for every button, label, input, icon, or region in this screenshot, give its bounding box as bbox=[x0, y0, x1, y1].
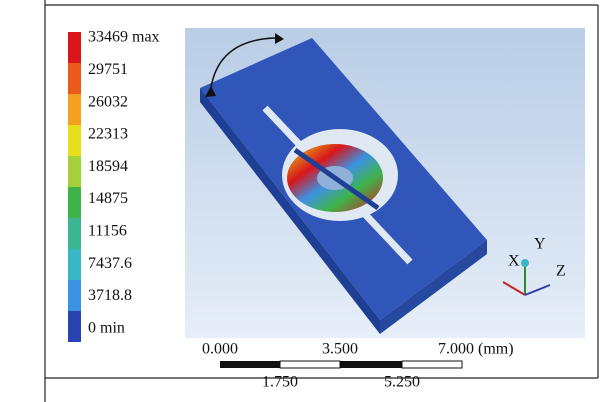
legend: 33469 max 29751 26032 22313 18594 14875 11156 7… bbox=[68, 29, 160, 342]
legend-band bbox=[68, 218, 81, 249]
legend-band bbox=[68, 63, 81, 94]
legend-band bbox=[68, 32, 81, 63]
legend-label: 26032 bbox=[88, 93, 128, 110]
legend-label: 18594 bbox=[88, 158, 128, 175]
legend-band bbox=[68, 280, 81, 311]
scale-label: 5.250 bbox=[384, 374, 420, 391]
legend-label: 22313 bbox=[88, 126, 128, 143]
legend-band bbox=[68, 249, 81, 280]
legend-label: 33469 max bbox=[88, 29, 160, 46]
triad-z: Z bbox=[556, 263, 566, 280]
legend-band bbox=[68, 156, 81, 187]
legend-band bbox=[68, 187, 81, 218]
triad-x: X bbox=[508, 253, 520, 270]
scale-label: 1.750 bbox=[262, 374, 298, 391]
legend-label: 7437.6 bbox=[88, 255, 132, 272]
legend-label: 11156 bbox=[88, 222, 127, 239]
scale-label: 0.000 bbox=[202, 341, 238, 358]
legend-label: 14875 bbox=[88, 190, 128, 207]
legend-label: 3718.8 bbox=[88, 287, 132, 304]
legend-band bbox=[68, 94, 81, 125]
legend-band bbox=[68, 311, 81, 342]
legend-band bbox=[68, 125, 81, 156]
triad-y: Y bbox=[534, 236, 546, 253]
figure: 33469 max 29751 26032 22313 18594 14875 11156 7… bbox=[0, 0, 601, 402]
scale-label: 3.500 bbox=[322, 341, 358, 358]
scale-label: 7.000 (mm) bbox=[438, 341, 514, 358]
legend-label: 29751 bbox=[88, 61, 128, 78]
legend-label: 0 min bbox=[88, 319, 125, 336]
scale-bar: 0.000 3.500 7.000 (mm) 1.750 5.250 bbox=[202, 341, 514, 391]
